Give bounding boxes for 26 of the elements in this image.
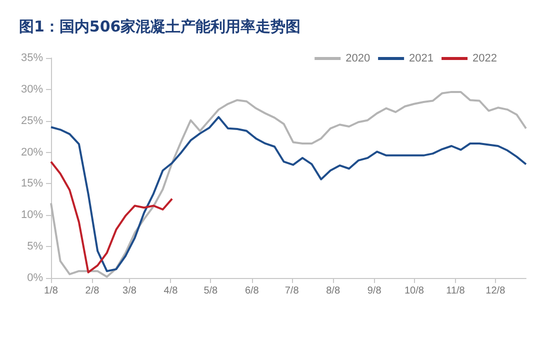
y-tick-label: 5% (27, 240, 44, 253)
x-tick-label: 7/8 (284, 286, 300, 296)
x-tick-label: 5/8 (204, 286, 218, 296)
legend-label: 2021 (409, 52, 434, 64)
y-tick-label: 25% (20, 114, 44, 127)
line-series (50, 116, 527, 272)
x-tick-label: 12/8 (486, 286, 506, 296)
x-tick-label: 3/8 (122, 286, 137, 296)
x-tick-label: 8/8 (326, 286, 340, 296)
legend-label: 2022 (472, 52, 498, 64)
x-tick-label: 1/8 (44, 286, 58, 296)
x-tick-label: 2/8 (85, 286, 100, 296)
x-tick-label: 9/8 (367, 286, 382, 296)
y-tick-label: 10% (20, 209, 44, 222)
legend-label: 2020 (346, 52, 370, 64)
x-tick-label: 6/8 (244, 286, 260, 296)
y-tick-label: 30% (20, 83, 44, 96)
y-tick-label: 35% (20, 52, 44, 64)
x-tick-label: 11/8 (446, 286, 466, 296)
line-series (50, 160, 174, 274)
x-tick-label: 4/8 (164, 286, 178, 296)
x-tick-label: 10/8 (404, 286, 424, 296)
chart-title: 图1：国内506家混凝土产能利用率走势图 (19, 18, 301, 36)
y-tick-label: 15% (20, 178, 44, 190)
y-tick-label: 0% (27, 272, 44, 284)
y-tick-label: 20% (20, 146, 44, 158)
